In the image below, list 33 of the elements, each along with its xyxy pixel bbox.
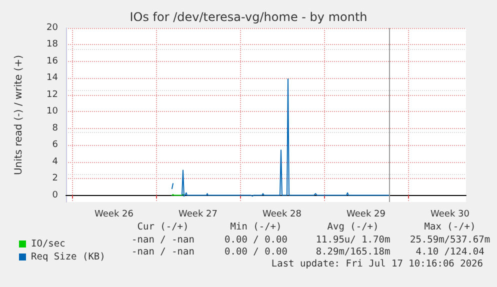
y-tick-label: 4: [52, 156, 58, 167]
x-tick-label: Week 26: [94, 210, 134, 220]
text: 0.00 / 0.00: [224, 234, 288, 246]
y-tick-label: 2: [52, 174, 58, 184]
text: 8.29m/165.18m: [316, 246, 390, 258]
y-tick-label: 14: [46, 73, 58, 84]
y-tick-label: 0: [52, 190, 58, 200]
text: Max (-/+): [424, 222, 476, 232]
y-tick-label: 12: [46, 90, 58, 100]
text: Min (-/+): [230, 222, 282, 232]
text: -nan / -nan: [132, 246, 194, 258]
chart-title: IOs for /dev/teresa-vg/home - by month: [130, 10, 368, 24]
text: 11.95u/ 1.70m: [316, 234, 390, 246]
y-tick-label: 20: [46, 23, 58, 33]
legend-label: IO/sec: [31, 238, 66, 250]
y-tick-label: 8: [52, 123, 58, 134]
x-tick-label: Week 27: [178, 210, 218, 220]
text: 4.10 /124.04: [416, 246, 485, 258]
text: Cur (-/+): [137, 222, 189, 232]
y-tick-label: 18: [46, 40, 58, 50]
y-axis-title: Units read (-) / write (+): [14, 54, 24, 176]
text: 0.00 / 0.00: [224, 246, 288, 258]
legend-label: Req Size (KB): [31, 252, 106, 262]
y-tick-label: 16: [46, 56, 58, 66]
text: Last update: Fri Jul 17 10:16:06 2026: [271, 258, 484, 270]
text: 25.59m/537.67m: [410, 234, 490, 246]
y-tick-label: 6: [52, 140, 58, 150]
x-tick-label: Week 29: [346, 210, 386, 220]
x-tick-label: Week 28: [262, 210, 302, 220]
x-tick-label: Week 30: [430, 210, 470, 220]
text: Avg (-/+): [327, 222, 379, 232]
text: -nan / -nan: [132, 234, 194, 246]
y-tick-label: 10: [46, 106, 58, 117]
